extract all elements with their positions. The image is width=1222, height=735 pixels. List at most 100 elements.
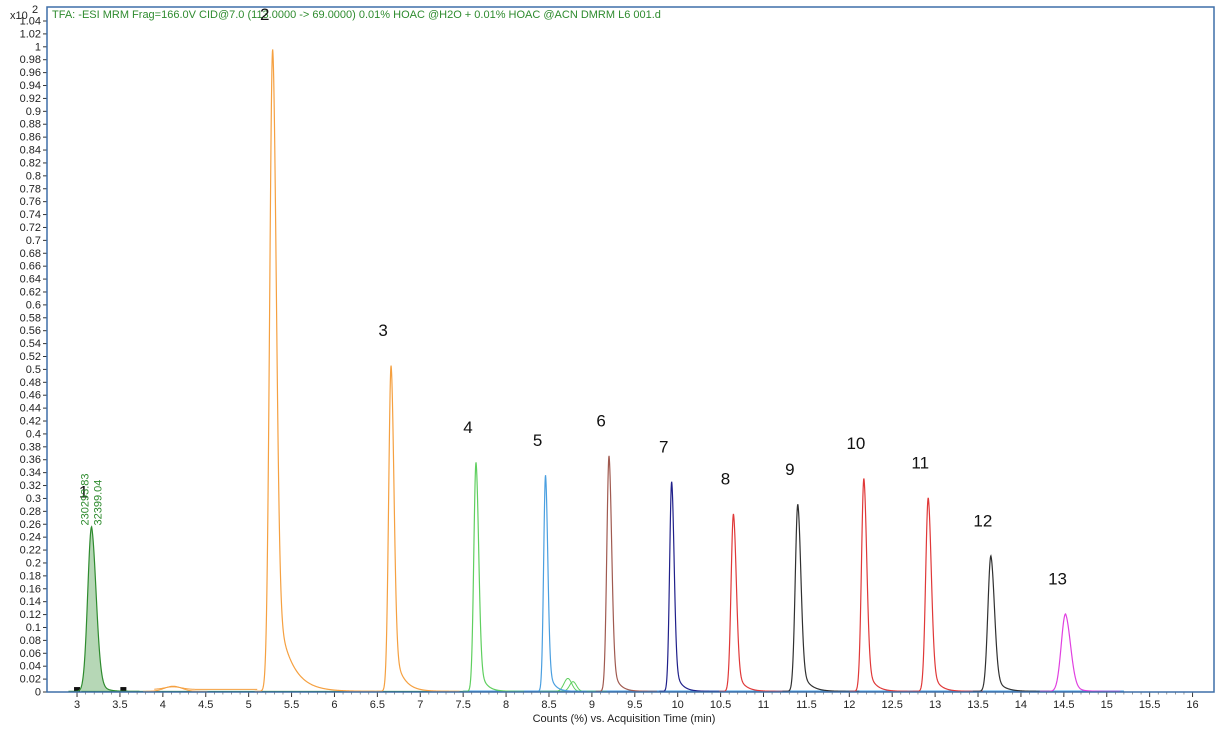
x-tick-label: 8 [503,699,509,711]
x-tick-label: 14 [1015,699,1027,711]
x-tick-label: 11 [758,699,769,711]
x-tick-label: 12 [843,699,855,711]
x-tick-label: 11.5 [796,699,817,711]
background-trace [154,686,258,690]
y-tick-label: 0.36 [20,454,41,466]
y-tick-label: 0.42 [20,416,41,428]
x-tick-label: 4.5 [198,699,213,711]
y-tick-label: 0.2 [26,557,41,569]
x-tick-label: 6 [331,699,337,711]
peak-label-2: 2 [260,5,269,24]
peak-label-4: 4 [463,418,472,437]
y-tick-label: 0 [35,687,41,699]
y-tick-label: 0.74 [20,209,41,221]
x-tick-label: 9 [589,699,595,711]
peak-trace-2 [254,49,383,692]
y-tick-label: 0.52 [20,351,41,363]
x-tick-label: 3.5 [112,699,127,711]
x-tick-label: 12.5 [882,699,903,711]
y-tick-label: 0.56 [20,325,41,337]
peak-label-13: 13 [1048,570,1067,589]
y-tick-label: 0.04 [20,661,41,673]
x-tick-label: 15 [1101,699,1113,711]
y-tick-label: 0.6 [26,299,41,311]
x-tick-label: 7.5 [456,699,471,711]
y-tick-label: 0.88 [20,119,41,131]
y-tick-label: 0.94 [20,80,41,92]
x-tick-label: 4 [160,699,166,711]
y-tick-label: 1.04 [20,16,41,28]
peak-label-12: 12 [973,512,992,531]
y-tick-label: 0.78 [20,183,41,195]
x-tick-label: 9.5 [627,699,642,711]
y-tick-label: 0.82 [20,157,41,169]
y-tick-label: 1 [35,41,41,53]
y-tick-label: 0.96 [20,67,41,79]
y-tick-label: 0.84 [20,145,41,157]
peak-label-11: 11 [911,453,929,472]
y-axis: 00.020.040.060.080.10.120.140.160.180.20… [20,16,47,699]
x-tick-label: 5 [246,699,252,711]
y-tick-label: 0.76 [20,196,41,208]
y-tick-label: 0.02 [20,674,41,686]
y-tick-label: 0.48 [20,377,41,389]
integration-end-marker [120,687,127,693]
peak-label-5: 5 [533,431,542,450]
y-tick-label: 0.58 [20,312,41,324]
y-multiplier-exponent: 2 [32,4,38,16]
x-tick-label: 6.5 [370,699,385,711]
peak-label-1: 1 [79,482,88,501]
integration-label-height: 32399.04 [93,480,105,526]
y-tick-label: 0.32 [20,480,41,492]
y-tick-label: 0.8 [26,170,41,182]
y-tick-label: 0.34 [20,467,41,479]
y-tick-label: 0.5 [26,364,41,376]
integration-label-area: 230293.83 [80,473,92,525]
y-tick-label: 0.16 [20,583,41,595]
y-tick-label: 0.46 [20,390,41,402]
y-tick-label: 0.54 [20,338,41,350]
y-tick-label: 0.08 [20,635,41,647]
y-multiplier-label: x10 [10,10,28,22]
x-tick-label: 10 [672,699,684,711]
x-tick-label: 7 [417,699,423,711]
x-tick-label: 15.5 [1139,699,1160,711]
y-tick-label: 0.28 [20,506,41,518]
chart-title: TFA: -ESI MRM Frag=166.0V CID@7.0 (113.0… [52,9,661,21]
x-tick-label: 13 [929,699,941,711]
x-tick-label: 8.5 [541,699,556,711]
peak-label-6: 6 [596,412,605,431]
y-tick-label: 0.92 [20,93,41,105]
x-axis-label: Counts (%) vs. Acquisition Time (min) [533,713,716,725]
y-tick-label: 0.98 [20,54,41,66]
x-tick-label: 13.5 [967,699,988,711]
y-tick-label: 0.44 [20,403,41,415]
y-tick-label: 0.26 [20,519,41,531]
y-tick-label: 1.02 [20,28,41,40]
y-tick-label: 0.7 [26,235,41,247]
peak-label-7: 7 [659,437,668,456]
y-tick-label: 0.18 [20,570,41,582]
peak-label-8: 8 [721,470,730,489]
y-tick-label: 0.38 [20,441,41,453]
y-tick-label: 0.1 [26,622,41,634]
x-tick-label: 10.5 [710,699,731,711]
y-tick-label: 0.4 [26,428,41,440]
integration-start-marker [74,687,81,693]
y-tick-label: 0.12 [20,609,41,621]
y-tick-label: 0.24 [20,532,41,544]
minor-bump-trace [143,685,208,692]
peak-label-3: 3 [378,321,387,340]
y-tick-label: 0.62 [20,286,41,298]
peak-fill-1 [68,526,140,692]
peak-label-10: 10 [846,434,865,453]
y-tick-label: 0.66 [20,261,41,273]
x-tick-label: 5.5 [284,699,299,711]
x-tick-label: 14.5 [1053,699,1074,711]
y-tick-label: 0.72 [20,222,41,234]
y-tick-label: 0.22 [20,545,41,557]
peak-label-9: 9 [785,460,794,479]
